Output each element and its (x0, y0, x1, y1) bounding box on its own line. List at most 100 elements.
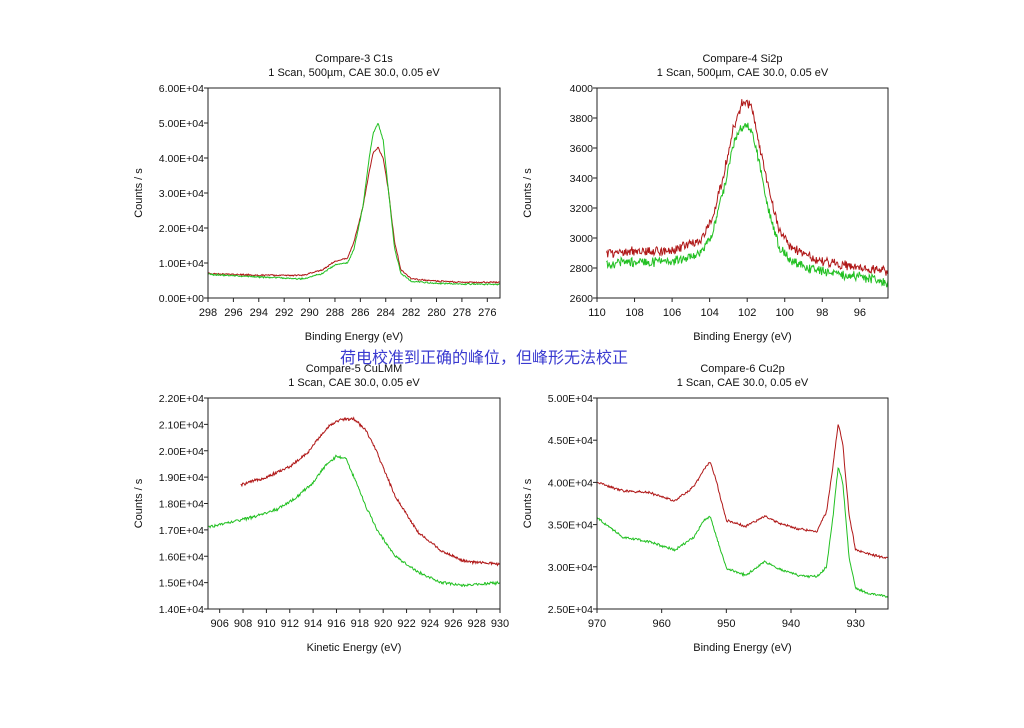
x-tick-label: 108 (625, 307, 643, 319)
chart-subtitle: 1 Scan, CAE 30.0, 0.05 eV (288, 377, 420, 389)
x-tick-label: 106 (663, 307, 681, 319)
x-tick-label: 906 (211, 618, 229, 630)
y-tick-label: 3000 (570, 233, 594, 245)
series-line-green (208, 454, 500, 588)
chart-panel-3: Compare-5 CuLMM 1 Scan, CAE 30.0, 0.05 eV… (133, 363, 509, 654)
x-tick-label: 930 (846, 618, 864, 630)
series-line-red (597, 424, 888, 560)
x-tick-label: 924 (421, 618, 439, 630)
x-tick-label: 292 (275, 307, 293, 319)
chart-title: Compare-3 C1s (315, 53, 393, 65)
x-tick-label: 912 (281, 618, 299, 630)
chart-panel-2: Compare-4 Si2p 1 Scan, 500µm, CAE 30.0, 0… (522, 53, 889, 343)
x-tick-label: 916 (327, 618, 345, 630)
x-tick-label: 98 (816, 307, 828, 319)
series-line-red (605, 99, 888, 276)
chart-title: Compare-4 Si2p (702, 53, 782, 65)
series-line-red (208, 146, 500, 284)
x-tick-label: 294 (250, 307, 268, 319)
y-tick-label: 1.70E+04 (159, 525, 204, 537)
y-axis-label: Counts / s (522, 478, 534, 528)
y-tick-label: 2.50E+04 (548, 604, 593, 616)
plot-frame (207, 397, 501, 610)
y-tick-label: 5.00E+04 (548, 393, 593, 405)
y-tick-label: 4000 (570, 83, 594, 95)
y-tick-label: 0.00E+00 (159, 293, 204, 305)
x-tick-label: 970 (588, 618, 606, 630)
x-tick-label: 278 (453, 307, 471, 319)
x-tick-label: 288 (326, 307, 344, 319)
y-tick-label: 3200 (570, 203, 594, 215)
chart-title: Compare-5 CuLMM (306, 363, 403, 375)
y-tick-label: 3.50E+04 (548, 520, 593, 532)
y-tick-label: 3.00E+04 (159, 188, 204, 200)
y-tick-label: 1.40E+04 (159, 604, 204, 616)
chart-panel-4: Compare-6 Cu2p 1 Scan, CAE 30.0, 0.05 eV 2… (522, 363, 889, 654)
y-tick-label: 3600 (570, 143, 594, 155)
y-tick-label: 4.50E+04 (548, 435, 593, 447)
y-tick-label: 3.00E+04 (548, 562, 593, 574)
y-tick-label: 2800 (570, 263, 594, 275)
y-tick-label: 2.10E+04 (159, 419, 204, 431)
series-line-red (240, 416, 500, 567)
x-tick-label: 102 (738, 307, 756, 319)
y-tick-label: 2.00E+04 (159, 446, 204, 458)
x-tick-label: 282 (402, 307, 420, 319)
chart-panel-1: Compare-3 C1s 1 Scan, 500µm, CAE 30.0, 0.… (133, 53, 501, 343)
y-axis-label: Counts / s (522, 168, 534, 218)
series-line-green (606, 122, 888, 288)
x-tick-label: 296 (224, 307, 242, 319)
chart-subtitle: 1 Scan, 500µm, CAE 30.0, 0.05 eV (657, 67, 829, 79)
x-tick-label: 960 (652, 618, 670, 630)
x-tick-label: 104 (700, 307, 718, 319)
plot-frame (596, 87, 889, 299)
y-tick-label: 3400 (570, 173, 594, 185)
y-tick-label: 3800 (570, 113, 594, 125)
x-tick-label: 914 (304, 618, 322, 630)
x-tick-label: 100 (776, 307, 794, 319)
chart-subtitle: 1 Scan, 500µm, CAE 30.0, 0.05 eV (268, 67, 440, 79)
y-tick-label: 1.80E+04 (159, 499, 204, 511)
plot-frame (207, 87, 501, 299)
y-tick-label: 1.90E+04 (159, 472, 204, 484)
y-tick-label: 1.50E+04 (159, 578, 204, 590)
x-tick-label: 290 (300, 307, 318, 319)
x-tick-label: 926 (444, 618, 462, 630)
y-axis-label: Counts / s (133, 478, 145, 528)
y-tick-label: 4.00E+04 (159, 153, 204, 165)
x-tick-label: 298 (199, 307, 217, 319)
x-tick-label: 930 (491, 618, 509, 630)
caption-text: 荷电校准到正确的峰位，但峰形无法校正 (340, 348, 629, 367)
x-tick-label: 920 (374, 618, 392, 630)
x-tick-label: 96 (854, 307, 866, 319)
x-tick-label: 286 (351, 307, 369, 319)
y-tick-label: 4.00E+04 (548, 477, 593, 489)
x-tick-label: 910 (257, 618, 275, 630)
x-axis-label: Kinetic Energy (eV) (307, 642, 402, 654)
y-tick-label: 1.60E+04 (159, 551, 204, 563)
x-tick-label: 918 (351, 618, 369, 630)
chart-title: Compare-6 Cu2p (700, 363, 784, 375)
x-tick-label: 280 (427, 307, 445, 319)
x-axis-label: Binding Energy (eV) (305, 331, 403, 343)
x-tick-label: 284 (377, 307, 395, 319)
plot-frame (596, 397, 889, 610)
x-axis-label: Binding Energy (eV) (693, 331, 791, 343)
y-tick-label: 1.00E+04 (159, 258, 204, 270)
y-tick-label: 5.00E+04 (159, 118, 204, 130)
y-tick-label: 6.00E+04 (159, 83, 204, 95)
y-tick-label: 2600 (570, 293, 594, 305)
series-line-green (208, 123, 500, 286)
x-tick-label: 940 (782, 618, 800, 630)
y-tick-label: 2.20E+04 (159, 393, 204, 405)
x-tick-label: 276 (478, 307, 496, 319)
chart-subtitle: 1 Scan, CAE 30.0, 0.05 eV (677, 377, 809, 389)
x-tick-label: 110 (588, 307, 606, 319)
y-tick-label: 2.00E+04 (159, 223, 204, 235)
x-tick-label: 922 (397, 618, 415, 630)
x-tick-label: 928 (467, 618, 485, 630)
y-axis-label: Counts / s (133, 168, 145, 218)
x-axis-label: Binding Energy (eV) (693, 642, 791, 654)
series-line-green (597, 467, 888, 599)
